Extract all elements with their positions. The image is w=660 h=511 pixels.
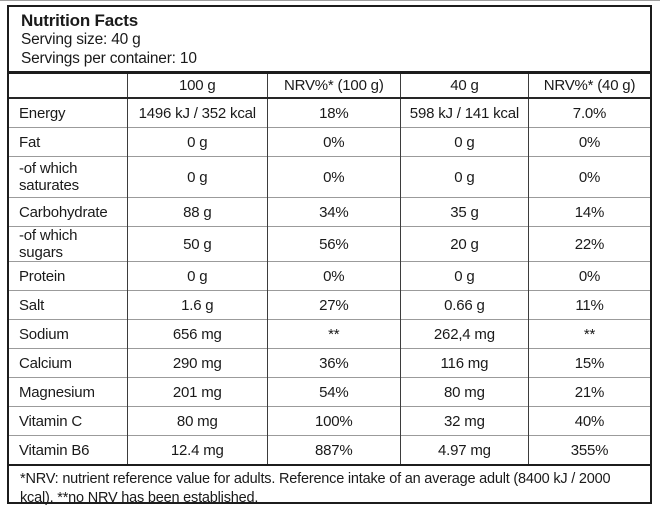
nrv-100g-cell: 0%: [266, 127, 401, 157]
nrv-40g-cell: 14%: [527, 197, 650, 227]
nrv-100g-cell: 0%: [266, 261, 401, 291]
table-row: Calcium 290 mg 36% 116 mg 15%: [9, 348, 650, 378]
col-header-nrv-40g: NRV%* (40 g): [527, 74, 650, 99]
per-40g-cell: 4.97 mg: [399, 435, 529, 464]
table-row: -of which sugars 50 g 56% 20 g 22%: [9, 226, 650, 262]
serving-size-text: Serving size: 40 g: [21, 31, 141, 48]
nrv-40g-cell: 40%: [527, 406, 650, 436]
table-row: Vitamin B6 12.4 mg 887% 4.97 mg 355%: [9, 435, 650, 464]
per-100g-cell: 50 g: [126, 226, 268, 262]
nrv-footnote: *NRV: nutrient reference value for adult…: [9, 464, 650, 511]
nrv-40g-cell: 22%: [527, 226, 650, 262]
nrv-100g-cell: 27%: [266, 290, 401, 320]
table-row: Vitamin C 80 mg 100% 32 mg 40%: [9, 406, 650, 436]
table-row: Protein 0 g 0% 0 g 0%: [9, 261, 650, 291]
per-40g-cell: 35 g: [399, 197, 529, 227]
blank-header-cell: [9, 74, 128, 99]
table-row: -of which saturates 0 g 0% 0 g 0%: [9, 156, 650, 198]
per-100g-cell: 656 mg: [126, 319, 268, 349]
nrv-100g-cell: 0%: [266, 156, 401, 198]
nrv-40g-cell: 7.0%: [527, 98, 650, 128]
servings-per-container-text: Servings per container: 10: [21, 49, 197, 67]
nutrition-table: 100 g NRV%* (100 g) 40 g NRV%* (40 g) En…: [9, 74, 650, 464]
nrv-40g-cell: **: [527, 319, 650, 349]
nutrient-label-cell: Salt: [9, 290, 128, 320]
nutrient-label-cell: -of which saturates: [9, 156, 128, 198]
per-100g-cell: 12.4 mg: [126, 435, 268, 464]
nutrient-label-cell: Magnesium: [9, 377, 128, 407]
col-header-nrv-100g: NRV%* (100 g): [266, 74, 401, 99]
nrv-100g-cell: 100%: [266, 406, 401, 436]
nrv-100g-cell: 36%: [266, 348, 401, 378]
label-title: Nutrition Facts: [21, 11, 138, 30]
per-40g-cell: 0 g: [399, 261, 529, 291]
nutrient-label-cell: Energy: [19, 104, 66, 122]
label-header: Nutrition Facts Serving size: 40 g Servi…: [9, 7, 650, 74]
nrv-100g-cell: 887%: [266, 435, 401, 464]
nrv-40g-cell: 21%: [527, 377, 650, 407]
column-header-row: 100 g NRV%* (100 g) 40 g NRV%* (40 g): [9, 74, 650, 99]
nrv-100g-cell: 54%: [266, 377, 401, 407]
per-100g-cell: 80 mg: [126, 406, 268, 436]
nrv-40g-cell: 0%: [527, 261, 650, 291]
per-40g-cell: 80 mg: [399, 377, 529, 407]
per-100g-cell: 201 mg: [126, 377, 268, 407]
per-100g-cell: 1.6 g: [126, 290, 268, 320]
per-40g-cell: 32 mg: [399, 406, 529, 436]
per-40g-cell: 0 g: [399, 156, 529, 198]
per-40g-cell: 598 kJ / 141 kcal: [399, 98, 529, 128]
nutrient-label-cell: Sodium: [9, 319, 128, 349]
nrv-40g-cell: 355%: [527, 435, 650, 464]
nutrient-label-cell: Fat: [9, 127, 128, 157]
table-row: Magnesium 201 mg 54% 80 mg 21%: [9, 377, 650, 407]
per-40g-cell: 0.66 g: [399, 290, 529, 320]
per-100g-cell: 0 g: [126, 127, 268, 157]
nutrient-label-cell: Vitamin B6: [9, 435, 128, 464]
per-100g-cell: 1496 kJ / 352 kcal: [126, 98, 268, 128]
per-40g-cell: 0 g: [399, 127, 529, 157]
nutrient-label-cell: Carbohydrate: [9, 197, 128, 227]
nrv-40g-cell: 0%: [527, 127, 650, 157]
table-row: Energy 1496 kJ / 352 kcal 18% 598 kJ / 1…: [9, 98, 650, 128]
crop-artifact-line: [0, 0, 660, 1]
per-40g-cell: 20 g: [399, 226, 529, 262]
per-40g-cell: 116 mg: [399, 348, 529, 378]
nrv-100g-cell: **: [266, 319, 401, 349]
col-header-100g: 100 g: [126, 74, 268, 99]
nrv-100g-cell: 34%: [266, 197, 401, 227]
nrv-40g-cell: 15%: [527, 348, 650, 378]
nutrient-label-cell: Protein: [9, 261, 128, 291]
nutrient-label-cell: -of which sugars: [9, 226, 128, 262]
nutrient-label-cell: Calcium: [9, 348, 128, 378]
nrv-100g-cell: 18%: [266, 98, 401, 128]
table-row: Carbohydrate 88 g 34% 35 g 14%: [9, 197, 650, 227]
nrv-40g-cell: 0%: [527, 156, 650, 198]
per-100g-cell: 290 mg: [126, 348, 268, 378]
per-100g-cell: 0 g: [126, 156, 268, 198]
table-row: Sodium 656 mg ** 262,4 mg **: [9, 319, 650, 349]
per-40g-cell: 262,4 mg: [399, 319, 529, 349]
per-100g-cell: 88 g: [126, 197, 268, 227]
col-header-40g: 40 g: [399, 74, 529, 99]
per-100g-cell: 0 g: [126, 261, 268, 291]
table-row: Fat 0 g 0% 0 g 0%: [9, 127, 650, 157]
nutrient-label-cell: Vitamin C: [9, 406, 128, 436]
nrv-40g-cell: 11%: [527, 290, 650, 320]
table-row: Salt 1.6 g 27% 0.66 g 11%: [9, 290, 650, 320]
nutrition-facts-label: Nutrition Facts Serving size: 40 g Servi…: [7, 5, 652, 506]
nrv-100g-cell: 56%: [266, 226, 401, 262]
